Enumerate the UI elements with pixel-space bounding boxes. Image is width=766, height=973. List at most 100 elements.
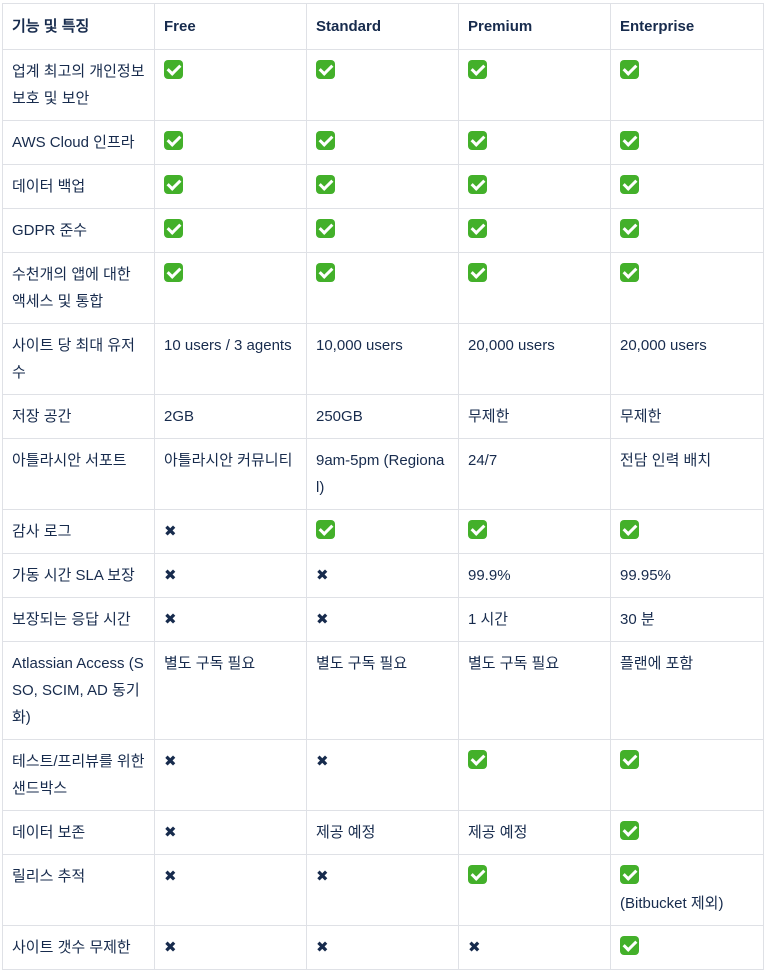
plan-cell: 30 분 xyxy=(610,597,764,642)
plan-cell: 10,000 users xyxy=(306,323,459,395)
check-mark-icon xyxy=(164,263,183,282)
plan-cell: ✖ xyxy=(306,925,459,970)
table-row: 사이트 당 최대 유저 수 10 users / 3 agents 10,000 u… xyxy=(2,323,764,395)
cross-mark-icon: ✖ xyxy=(164,824,177,841)
check-mark-icon xyxy=(468,175,487,194)
cell-text: 250GB xyxy=(316,408,363,425)
plan-cell: ✖ xyxy=(154,854,307,926)
cross-mark-icon: ✖ xyxy=(316,567,329,584)
plan-cell: ✖ xyxy=(154,597,307,642)
check-mark-icon xyxy=(468,131,487,150)
cell-text: (Bitbucket 제외) xyxy=(620,895,724,912)
plan-cell: 250GB xyxy=(306,394,459,439)
plan-cell: 아틀라시안 커뮤니티 xyxy=(154,438,307,510)
plan-cell xyxy=(458,49,611,121)
check-mark-icon xyxy=(316,219,335,238)
cross-mark-icon: ✖ xyxy=(316,611,329,628)
plan-cell xyxy=(610,120,764,165)
header-premium: Premium xyxy=(458,3,611,50)
plan-cell xyxy=(458,252,611,324)
cell-text: 제공 예정 xyxy=(468,824,528,841)
feature-label: 데이터 보존 xyxy=(2,810,155,855)
table-row: Atlassian Access (SSO, SCIM, AD 동기화) 별도 구… xyxy=(2,641,764,740)
table-row: 사이트 갯수 무제한 ✖ ✖ ✖ xyxy=(2,925,764,970)
plan-cell: 10 users / 3 agents xyxy=(154,323,307,395)
feature-label: AWS Cloud 인프라 xyxy=(2,120,155,165)
table-row: 저장 공간 2GB 250GB 무제한 무제한 xyxy=(2,394,764,439)
cross-mark-icon: ✖ xyxy=(316,753,329,770)
plan-cell: 플랜에 포함 xyxy=(610,641,764,740)
check-mark-icon xyxy=(164,175,183,194)
cell-text: 별도 구독 필요 xyxy=(164,655,256,672)
table-row: 보장되는 응답 시간 ✖ ✖ 1 시간 30 분 xyxy=(2,597,764,642)
check-mark-icon xyxy=(620,131,639,150)
plan-cell: ✖ xyxy=(154,509,307,554)
feature-label: 보장되는 응답 시간 xyxy=(2,597,155,642)
plan-cell xyxy=(154,208,307,253)
plan-cell: 별도 구독 필요 xyxy=(306,641,459,740)
plan-cell xyxy=(610,810,764,855)
cross-mark-icon: ✖ xyxy=(164,939,177,956)
table-row: 수천개의 앱에 대한 액세스 및 통합 xyxy=(2,252,764,324)
plan-cell xyxy=(610,49,764,121)
plan-cell: ✖ xyxy=(458,925,611,970)
feature-label: 수천개의 앱에 대한 액세스 및 통합 xyxy=(2,252,155,324)
plan-cell: ✖ xyxy=(306,553,459,598)
cell-text: 99.9% xyxy=(468,567,511,584)
table-row: 감사 로그 ✖ xyxy=(2,509,764,554)
plan-comparison-table: 기능 및 특징 Free Standard Premium Enterprise… xyxy=(2,3,764,970)
cell-text: 10 users / 3 agents xyxy=(164,337,292,354)
plan-cell: ✖ xyxy=(154,925,307,970)
cell-text: 30 분 xyxy=(620,611,655,628)
table-row: GDPR 준수 xyxy=(2,208,764,253)
plan-cell: ✖ xyxy=(306,739,459,811)
check-mark-icon xyxy=(620,936,639,955)
plan-cell xyxy=(306,208,459,253)
table-row: AWS Cloud 인프라 xyxy=(2,120,764,165)
plan-cell: 99.95% xyxy=(610,553,764,598)
plan-cell: 99.9% xyxy=(458,553,611,598)
feature-label: GDPR 준수 xyxy=(2,208,155,253)
plan-cell: 1 시간 xyxy=(458,597,611,642)
check-mark-icon xyxy=(468,750,487,769)
check-mark-icon xyxy=(164,219,183,238)
check-mark-icon xyxy=(316,263,335,282)
cross-mark-icon: ✖ xyxy=(164,868,177,885)
cell-text: 플랜에 포함 xyxy=(620,655,694,672)
plan-cell xyxy=(458,739,611,811)
cross-mark-icon: ✖ xyxy=(164,567,177,584)
plan-cell xyxy=(610,208,764,253)
plan-cell: 전담 인력 배치 xyxy=(610,438,764,510)
table-row: 가동 시간 SLA 보장 ✖ ✖ 99.9% 99.95% xyxy=(2,553,764,598)
feature-label: 저장 공간 xyxy=(2,394,155,439)
check-mark-icon xyxy=(468,865,487,884)
plan-cell: (Bitbucket 제외) xyxy=(610,854,764,926)
plan-cell: ✖ xyxy=(306,597,459,642)
plan-cell xyxy=(458,854,611,926)
header-enterprise: Enterprise xyxy=(610,3,764,50)
feature-label: 테스트/프리뷰를 위한 샌드박스 xyxy=(2,739,155,811)
check-mark-icon xyxy=(316,131,335,150)
plan-cell xyxy=(154,164,307,209)
check-mark-icon xyxy=(468,263,487,282)
plan-cell xyxy=(458,208,611,253)
feature-label: 사이트 갯수 무제한 xyxy=(2,925,155,970)
plan-cell xyxy=(610,739,764,811)
cell-text: 1 시간 xyxy=(468,611,509,628)
plan-cell xyxy=(154,49,307,121)
plan-cell xyxy=(458,164,611,209)
table-header: 기능 및 특징 Free Standard Premium Enterprise xyxy=(2,3,764,50)
cell-text: 10,000 users xyxy=(316,337,403,354)
check-mark-icon xyxy=(468,520,487,539)
feature-label: 데이터 백업 xyxy=(2,164,155,209)
check-mark-icon xyxy=(316,60,335,79)
plan-cell xyxy=(154,120,307,165)
cell-text: 2GB xyxy=(164,408,195,425)
feature-label: 감사 로그 xyxy=(2,509,155,554)
plan-cell xyxy=(610,509,764,554)
plan-cell xyxy=(306,120,459,165)
plan-cell xyxy=(458,509,611,554)
plan-cell: ✖ xyxy=(154,553,307,598)
cell-text: 무제한 xyxy=(620,408,662,425)
check-mark-icon xyxy=(620,750,639,769)
